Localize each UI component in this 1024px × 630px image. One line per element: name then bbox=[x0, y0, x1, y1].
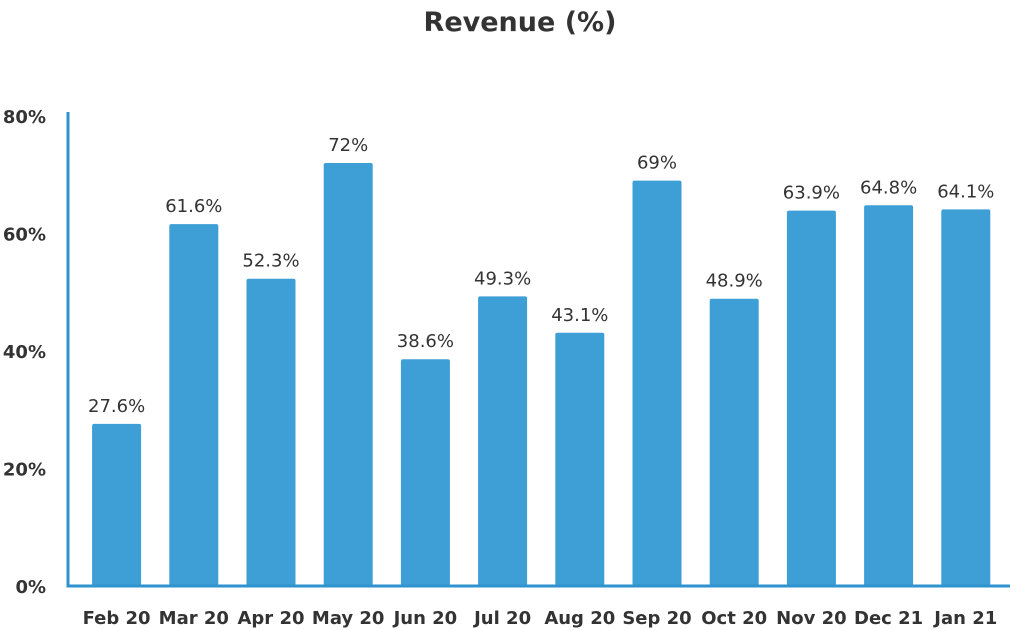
data-label: 27.6% bbox=[88, 396, 145, 417]
x-tick-label: Apr 20 bbox=[237, 608, 304, 629]
data-label: 72% bbox=[328, 135, 368, 156]
bar bbox=[941, 209, 991, 586]
data-label: 64.1% bbox=[937, 181, 994, 202]
y-tick-label: 80% bbox=[3, 107, 46, 128]
bar bbox=[169, 224, 219, 586]
data-label: 64.8% bbox=[860, 177, 917, 198]
data-label: 63.9% bbox=[783, 183, 840, 204]
bar bbox=[555, 332, 605, 586]
bar bbox=[246, 278, 296, 586]
y-tick-label: 60% bbox=[3, 225, 46, 246]
y-tick-label: 20% bbox=[3, 460, 46, 481]
data-label: 52.3% bbox=[242, 251, 299, 272]
x-tick-label: Nov 20 bbox=[776, 608, 846, 629]
data-label: 49.3% bbox=[474, 268, 531, 289]
bars bbox=[92, 163, 991, 587]
data-label: 69% bbox=[637, 153, 677, 174]
bar bbox=[400, 359, 450, 586]
data-label: 48.9% bbox=[706, 271, 763, 292]
data-label: 38.6% bbox=[397, 331, 454, 352]
x-tick-label: Mar 20 bbox=[159, 608, 229, 629]
x-tick-label: Oct 20 bbox=[701, 608, 767, 629]
data-label: 61.6% bbox=[165, 196, 222, 217]
data-label: 43.1% bbox=[551, 305, 608, 326]
x-tick-label: Aug 20 bbox=[544, 608, 615, 629]
chart-title: Revenue (%) bbox=[424, 7, 617, 38]
y-axis-ticks: 0% 20% 40% 60% 80% bbox=[3, 107, 46, 598]
data-labels: 27.6% 61.6% 52.3% 72% 38.6% 49.3% 43.1% 69% 48.9… bbox=[88, 135, 994, 417]
x-tick-label: Sep 20 bbox=[622, 608, 691, 629]
x-tick-label: Feb 20 bbox=[83, 608, 151, 629]
bar bbox=[632, 180, 682, 586]
x-tick-label: Jul 20 bbox=[472, 608, 531, 629]
x-axis-ticks: Feb 20 Mar 20 Apr 20 May 20 Jun 20 Jul 20 Aug … bbox=[83, 608, 998, 629]
bar bbox=[864, 205, 914, 587]
bar bbox=[323, 163, 373, 586]
y-tick-label: 40% bbox=[3, 342, 46, 363]
bar bbox=[709, 298, 759, 586]
bar bbox=[92, 423, 142, 586]
bar bbox=[786, 210, 836, 586]
y-tick-label: 0% bbox=[15, 577, 46, 598]
x-tick-label: Dec 21 bbox=[854, 608, 923, 629]
bar bbox=[478, 296, 528, 586]
x-tick-label: Jun 20 bbox=[392, 608, 458, 629]
x-tick-label: Jan 21 bbox=[932, 608, 997, 629]
x-tick-label: May 20 bbox=[312, 608, 385, 629]
